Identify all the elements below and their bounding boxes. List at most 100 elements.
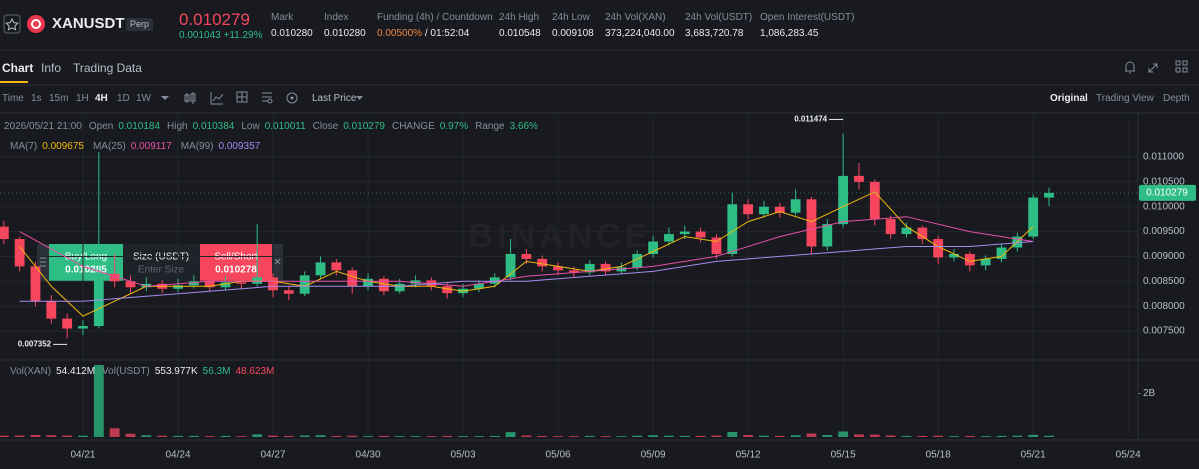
stat-value: 0.010280 [271,28,313,39]
candle-time: 2026/05/21 21:00 [4,121,82,132]
candle-body [711,237,722,254]
volume-bar [315,435,326,437]
candle-body [632,253,643,268]
tab-underline [0,81,28,83]
x-tick-label: 05/18 [926,450,951,461]
candle-body [553,266,563,271]
candle-body [996,247,1007,259]
candle-body [315,262,326,276]
order-panel: Buy/Long 0.010285 Size (USDT) Enter Size… [37,244,283,281]
view-button[interactable]: Trading View [1096,93,1154,104]
volume-bar [188,435,199,437]
volume-bar [521,435,532,437]
interval-button[interactable]: 1s [31,93,42,104]
interval-button[interactable]: 1D [117,93,130,104]
interval-button[interactable]: 1W [136,93,151,104]
x-tick-label: 05/03 [451,450,476,461]
sell-button[interactable] [200,244,272,281]
ma-value: 0.009675 [42,141,84,152]
volume-bar [268,435,278,437]
candle-body [806,199,817,247]
ohlc-info: 2026/05/21 21:00 Open 0.010184 High 0.010384… [4,121,538,132]
expand-icon[interactable] [1148,63,1158,73]
volume-bar [869,434,880,437]
funding-rate: 0.00500% [377,28,423,39]
field-label: Low [241,121,260,132]
volume-bar [1044,435,1054,437]
candle-body [949,253,959,258]
candle-body [917,227,928,240]
view-button[interactable]: Depth [1163,93,1190,104]
tab[interactable]: Trading Data [73,61,142,75]
interval-button[interactable]: 1H [76,93,89,104]
x-tick-label: 04/30 [356,450,381,461]
last-price: 0.010279 [179,10,250,29]
star-icon [5,17,19,31]
drag-handle[interactable] [40,257,46,267]
candle-body [869,181,880,220]
volume-bar [759,435,769,437]
indicator-icon[interactable] [210,92,224,105]
candle-body [521,253,532,259]
volume-bar [363,436,373,437]
favorite-box[interactable] [3,14,21,34]
interval-button[interactable]: 4H [95,93,108,104]
candle-body [394,283,405,292]
candle-body [885,219,896,235]
candle-body [46,301,57,319]
volume-bar [679,435,690,437]
candle-icon[interactable] [184,92,196,104]
x-tick-label: 04/24 [165,450,190,461]
volume-value: 56.3M [202,366,231,377]
buy-label: Buy/Long [65,252,107,263]
candle-body [62,318,73,329]
interval-button[interactable]: 15m [49,93,69,104]
tab[interactable]: Info [41,61,62,75]
reset-icon[interactable] [286,92,298,104]
candle-body [109,273,120,282]
volume-bar [996,435,1007,437]
candle-body [188,281,199,286]
y-tick-label: 0.009500 [1143,226,1185,237]
layout-icon[interactable] [1175,60,1188,73]
reset-dot [290,96,294,100]
annotation-label: 0.007352 [18,339,52,348]
candle-body [331,262,342,271]
dropdown-arrow[interactable] [161,96,169,100]
candle-body [268,277,278,291]
badge: Perp [130,19,150,29]
volume-bar [1012,435,1023,437]
volume-value: 553.977K [154,366,198,377]
candle-body [347,270,358,287]
ma-value: 0.009117 [130,141,172,152]
volume-bar [252,434,263,437]
volume-bar [93,365,104,437]
size-field[interactable] [123,244,200,281]
volume-bar [283,435,294,437]
y-tick-label: 0.008000 [1143,301,1185,312]
price-mode[interactable]: Last Price [312,93,357,104]
grid-icon[interactable] [236,91,248,103]
bell-icon[interactable] [1125,61,1135,74]
stat-label: Mark [271,12,294,23]
settings-icon[interactable] [262,92,272,102]
ma-name: MA(25) [92,141,126,152]
buy-price: 0.010285 [65,265,107,276]
volume-bar [505,432,516,437]
candle-body [664,234,674,242]
tab[interactable]: Chart [2,61,34,75]
candle-body [679,231,690,235]
volume-bar [489,435,500,437]
time-button[interactable]: Time [2,93,24,104]
stat-label: 24h High [499,12,540,23]
candle-body [743,204,754,215]
watermark: BINANCE [469,217,652,255]
x-tick-label: 05/12 [736,450,761,461]
close-icon[interactable] [274,258,281,265]
volume-bar [62,435,73,437]
view-button[interactable]: Original [1050,93,1088,104]
candle-body [1028,197,1039,237]
dropdown-arrow[interactable] [356,96,363,100]
